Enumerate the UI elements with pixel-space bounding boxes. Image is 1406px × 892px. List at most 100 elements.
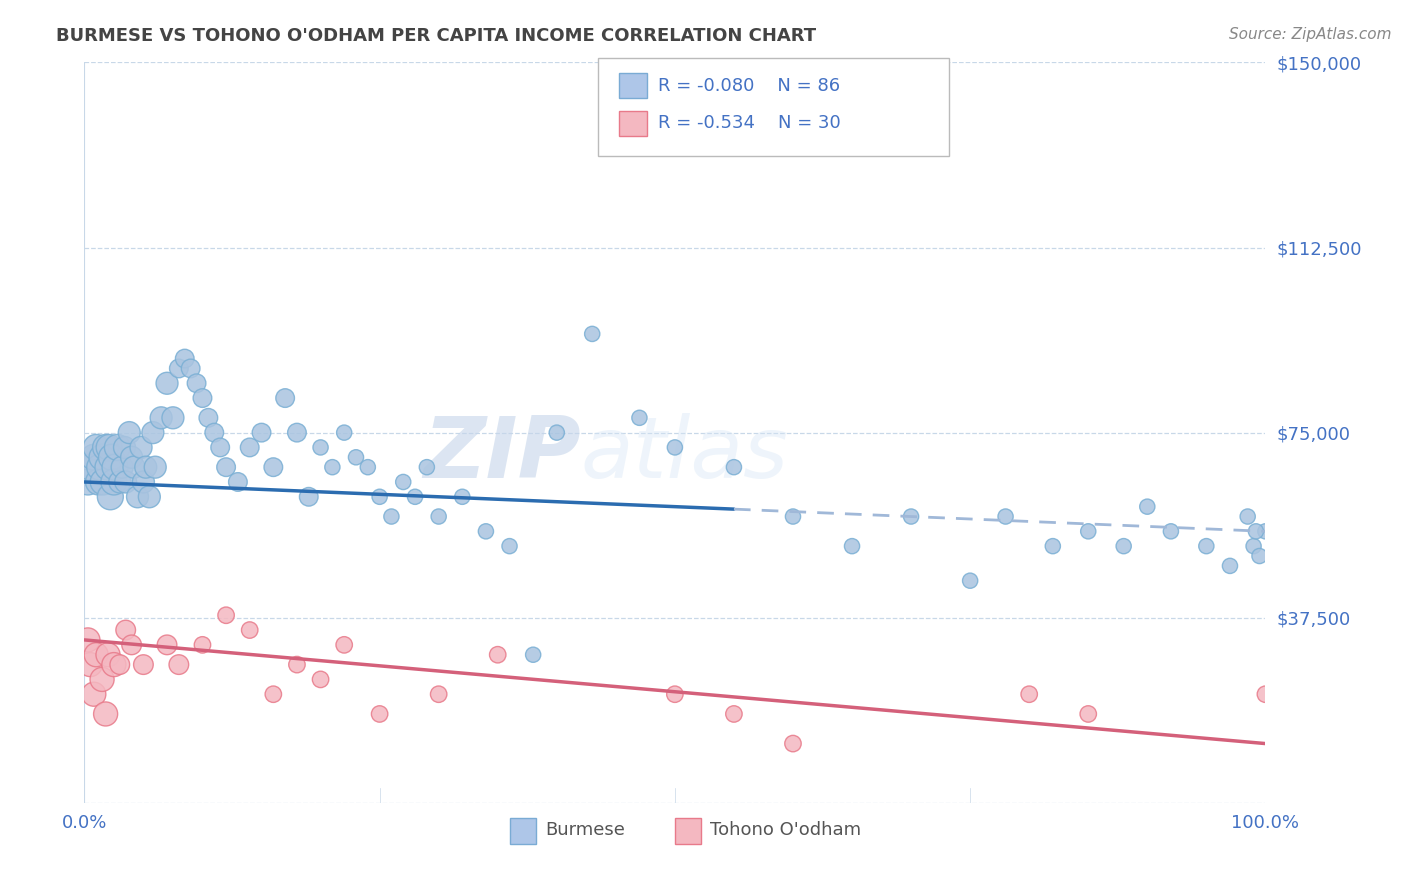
Point	[121, 638, 143, 652]
Point	[142, 425, 165, 440]
Point	[1243, 539, 1265, 553]
Point	[167, 657, 190, 672]
Point	[309, 673, 332, 687]
Point	[77, 632, 100, 647]
Point	[427, 509, 450, 524]
Point	[209, 441, 232, 455]
Text: Tohono O'odham: Tohono O'odham	[710, 822, 862, 839]
Point	[215, 608, 238, 623]
Point	[664, 687, 686, 701]
Point	[150, 410, 173, 425]
Point	[122, 460, 145, 475]
Point	[239, 623, 262, 637]
Point	[97, 648, 120, 662]
Text: atlas: atlas	[581, 413, 789, 496]
Point	[1042, 539, 1064, 553]
Point	[104, 460, 127, 475]
Point	[333, 425, 356, 440]
Point	[180, 361, 202, 376]
Bar	[509, 818, 536, 844]
Point	[89, 460, 111, 475]
Point	[191, 391, 214, 405]
Point	[121, 450, 143, 465]
Point	[91, 673, 114, 687]
Point	[202, 425, 225, 440]
Point	[94, 706, 117, 721]
Point	[994, 509, 1017, 524]
Point	[97, 460, 120, 475]
Point	[1244, 524, 1267, 539]
Point	[167, 361, 190, 376]
Point	[79, 460, 101, 475]
Point	[1136, 500, 1159, 514]
Point	[114, 475, 136, 489]
Point	[427, 687, 450, 701]
Point	[1112, 539, 1135, 553]
Point	[226, 475, 249, 489]
Point	[451, 490, 474, 504]
Point	[111, 460, 134, 475]
Point	[118, 425, 141, 440]
Point	[114, 623, 136, 637]
Point	[321, 460, 343, 475]
Bar	[675, 818, 700, 844]
Point	[416, 460, 439, 475]
Point	[91, 450, 114, 465]
Point	[664, 441, 686, 455]
Point	[1077, 524, 1099, 539]
Point	[309, 441, 332, 455]
Point	[91, 475, 114, 489]
Point	[98, 490, 121, 504]
Point	[129, 441, 152, 455]
Point	[368, 490, 391, 504]
Point	[114, 441, 136, 455]
Point	[262, 687, 284, 701]
Text: R = -0.080    N = 86: R = -0.080 N = 86	[658, 77, 841, 95]
Point	[98, 441, 121, 455]
Point	[298, 490, 321, 504]
Point	[84, 648, 107, 662]
Point	[103, 475, 125, 489]
Point	[368, 706, 391, 721]
Point	[135, 460, 157, 475]
Point	[581, 326, 603, 341]
Point	[1249, 549, 1271, 563]
Point	[782, 509, 804, 524]
Point	[723, 460, 745, 475]
Point	[156, 376, 179, 391]
Point	[84, 441, 107, 455]
Text: BURMESE VS TOHONO O'ODHAM PER CAPITA INCOME CORRELATION CHART: BURMESE VS TOHONO O'ODHAM PER CAPITA INC…	[56, 27, 817, 45]
Point	[498, 539, 520, 553]
Point	[191, 638, 214, 652]
Point	[1160, 524, 1182, 539]
Point	[173, 351, 195, 366]
Point	[546, 425, 568, 440]
Point	[108, 657, 131, 672]
Point	[274, 391, 297, 405]
Text: ZIP: ZIP	[423, 413, 581, 496]
Point	[333, 638, 356, 652]
Point	[132, 475, 155, 489]
Point	[486, 648, 509, 662]
Point	[79, 657, 101, 672]
Text: Source: ZipAtlas.com: Source: ZipAtlas.com	[1229, 27, 1392, 42]
Point	[1077, 706, 1099, 721]
Point	[357, 460, 380, 475]
Point	[77, 475, 100, 489]
Point	[100, 450, 122, 465]
Point	[1195, 539, 1218, 553]
Point	[522, 648, 544, 662]
Point	[959, 574, 981, 588]
Point	[1254, 687, 1277, 701]
Point	[380, 509, 402, 524]
Point	[83, 450, 105, 465]
Point	[87, 475, 110, 489]
Point	[1018, 687, 1040, 701]
Point	[107, 441, 129, 455]
Point	[143, 460, 166, 475]
Point	[138, 490, 160, 504]
Point	[782, 737, 804, 751]
Point	[127, 490, 149, 504]
Point	[628, 410, 651, 425]
Text: Burmese: Burmese	[546, 822, 624, 839]
